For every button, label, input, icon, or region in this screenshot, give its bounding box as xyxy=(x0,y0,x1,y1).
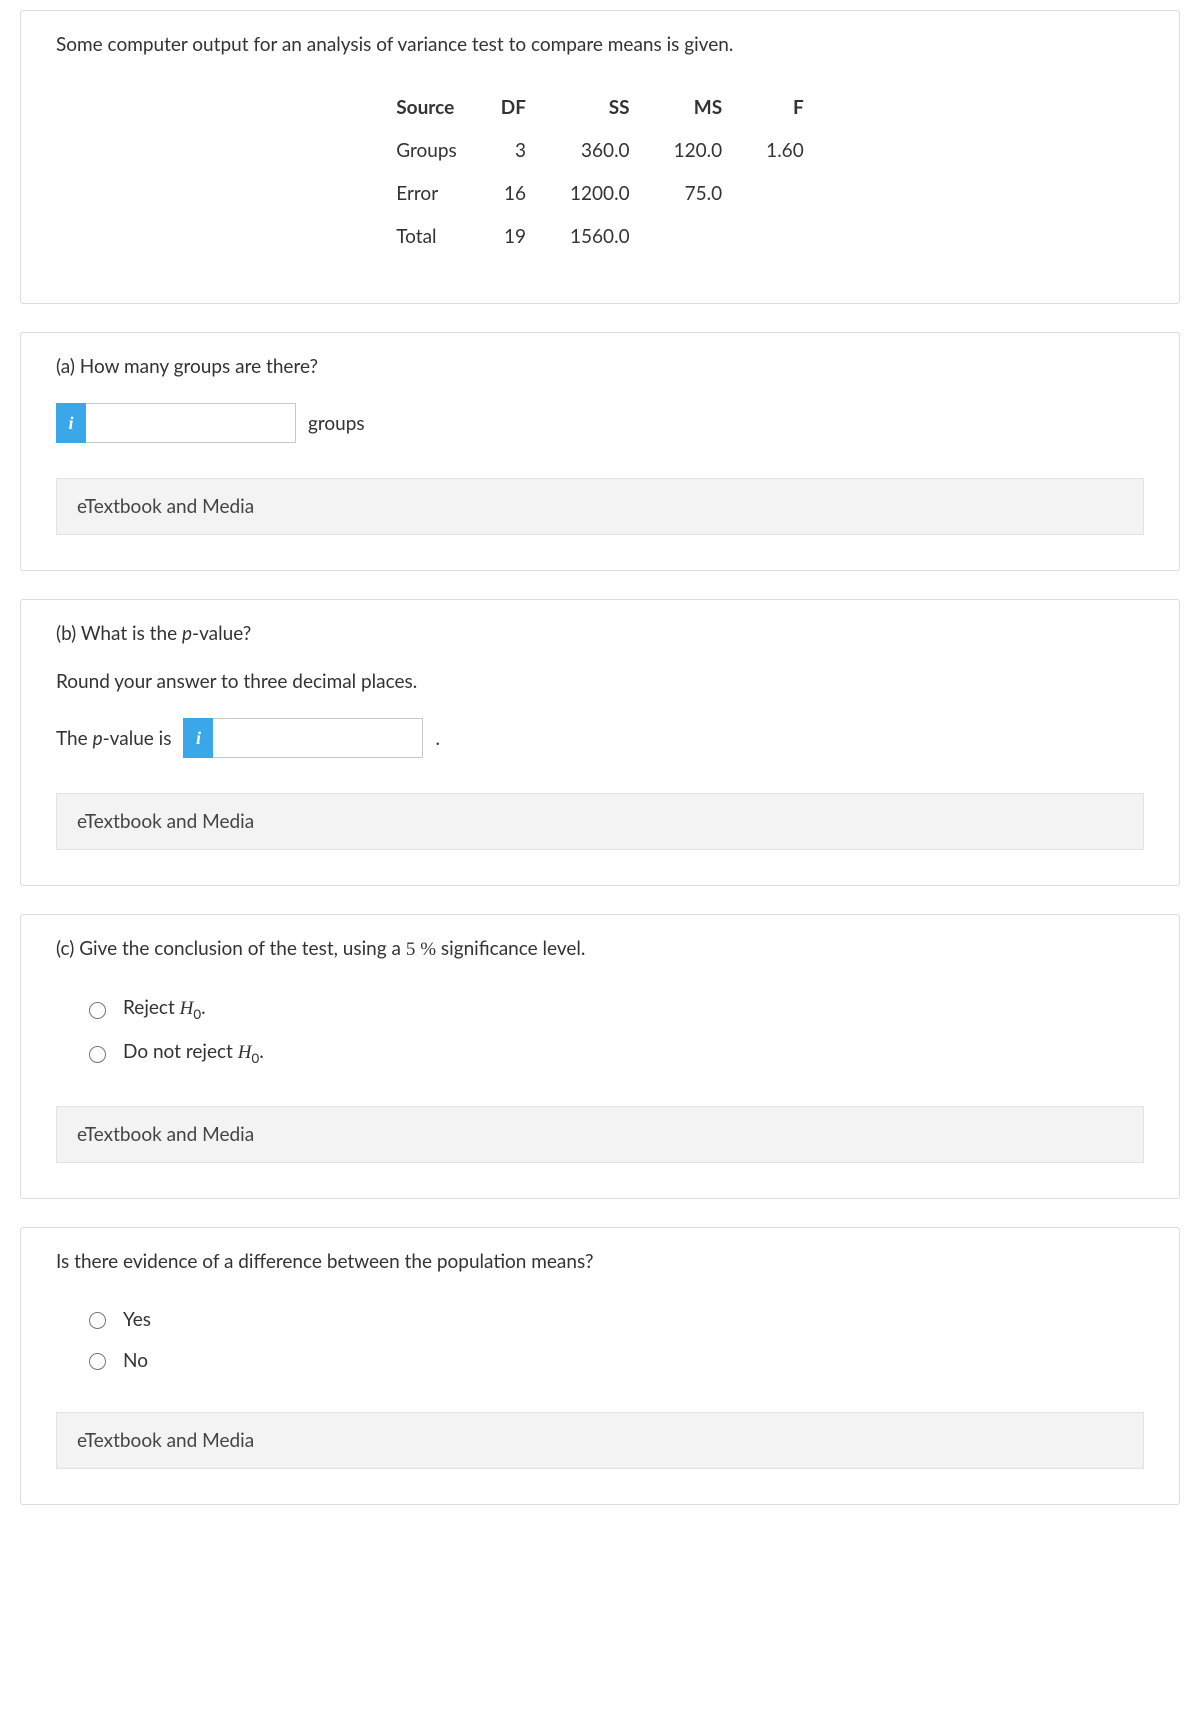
etextbook-link[interactable]: eTextbook and Media xyxy=(56,1106,1144,1163)
info-icon[interactable]: i xyxy=(56,403,86,443)
table-row: Groups 3 360.0 120.0 1.60 xyxy=(374,129,825,172)
table-row: Total 19 1560.0 xyxy=(374,215,825,258)
input-row-a: i groups xyxy=(56,403,1144,443)
radio-do-not-reject-input[interactable] xyxy=(89,1046,106,1063)
etextbook-link[interactable]: eTextbook and Media xyxy=(56,1412,1144,1469)
th-ss: SS xyxy=(548,86,652,129)
radio-no[interactable]: No xyxy=(84,1349,1144,1372)
unit-label: groups xyxy=(308,412,365,435)
radio-do-not-reject[interactable]: Do not reject H0. xyxy=(84,1040,1144,1066)
panel-intro: Some computer output for an analysis of … xyxy=(20,10,1180,304)
question-a: (a) How many groups are there? xyxy=(56,355,1144,378)
etextbook-link[interactable]: eTextbook and Media xyxy=(56,478,1144,535)
radio-no-label: No xyxy=(123,1349,148,1372)
pvalue-label: The p-value is xyxy=(56,727,171,750)
input-row-b: The p-value is i . xyxy=(56,718,1144,758)
th-f: F xyxy=(744,86,826,129)
radio-reject[interactable]: Reject H0. xyxy=(84,996,1144,1022)
question-c: (c) Give the conclusion of the test, usi… xyxy=(56,937,1144,961)
radio-reject-input[interactable] xyxy=(89,1002,106,1019)
radio-group-c: Reject H0. Do not reject H0. xyxy=(84,996,1144,1066)
info-icon[interactable]: i xyxy=(183,718,213,758)
radio-yes-input[interactable] xyxy=(89,1312,106,1329)
radio-yes-label: Yes xyxy=(123,1308,151,1331)
th-ms: MS xyxy=(652,86,745,129)
table-header-row: Source DF SS MS F xyxy=(374,86,825,129)
table-row: Error 16 1200.0 75.0 xyxy=(374,172,825,215)
question-d: Is there evidence of a difference betwee… xyxy=(56,1250,1144,1273)
hint-b: Round your answer to three decimal place… xyxy=(56,670,1144,693)
period: . xyxy=(435,727,439,750)
intro-text: Some computer output for an analysis of … xyxy=(56,33,1144,56)
panel-part-d: Is there evidence of a difference betwee… xyxy=(20,1227,1180,1505)
anova-table: Source DF SS MS F Groups 3 360.0 120.0 1… xyxy=(374,86,825,258)
pvalue-input[interactable] xyxy=(213,718,423,758)
radio-do-not-reject-label: Do not reject H0. xyxy=(123,1040,264,1066)
radio-group-d: Yes No xyxy=(84,1308,1144,1372)
radio-yes[interactable]: Yes xyxy=(84,1308,1144,1331)
panel-part-c: (c) Give the conclusion of the test, usi… xyxy=(20,914,1180,1199)
radio-reject-label: Reject H0. xyxy=(123,996,206,1022)
question-b: (b) What is the p-value? xyxy=(56,622,1144,645)
radio-no-input[interactable] xyxy=(89,1353,106,1370)
th-df: DF xyxy=(479,86,548,129)
groups-input[interactable] xyxy=(86,403,296,443)
etextbook-link[interactable]: eTextbook and Media xyxy=(56,793,1144,850)
panel-part-a: (a) How many groups are there? i groups … xyxy=(20,332,1180,571)
th-source: Source xyxy=(374,86,479,129)
panel-part-b: (b) What is the p-value? Round your answ… xyxy=(20,599,1180,886)
